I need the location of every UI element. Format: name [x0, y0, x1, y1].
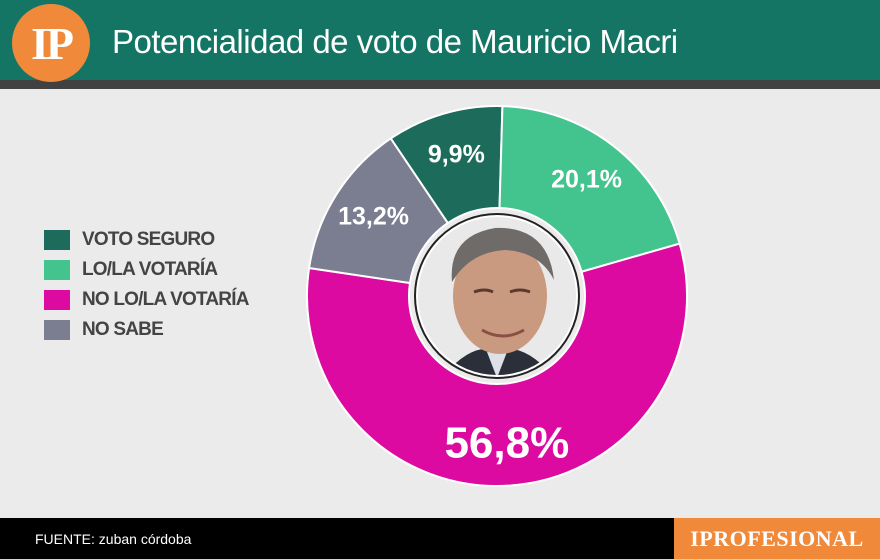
slice-label: 20,1%	[551, 165, 622, 193]
legend-swatch	[44, 290, 70, 310]
portrait-left-eye	[473, 288, 494, 294]
portrait-hair	[451, 227, 554, 282]
source-text: FUENTE: zuban córdoba	[35, 531, 192, 547]
legend-label: NO SABE	[82, 319, 164, 340]
header-divider	[0, 80, 880, 89]
legend-item: LO/LA VOTARÍA	[44, 255, 249, 285]
portrait-mouth	[481, 328, 525, 338]
legend-label: LO/LA VOTARÍA	[82, 259, 218, 280]
header-bar	[0, 0, 880, 80]
legend-item: NO SABE	[44, 315, 249, 345]
donut-slice	[498, 105, 681, 273]
brand-text: IPROFESIONAL	[690, 525, 864, 551]
donut-slice	[307, 137, 450, 285]
portrait-face	[453, 238, 547, 354]
donut-slice	[306, 242, 688, 487]
logo-text: IP	[31, 17, 74, 69]
portrait-shirt	[487, 352, 507, 375]
legend-item: NO LO/LA VOTARÍA	[44, 285, 249, 315]
legend-label: VOTO SEGURO	[82, 229, 215, 250]
slice-label: 13,2%	[338, 203, 409, 231]
legend-item: VOTO SEGURO	[44, 225, 249, 255]
logo-icon: IP	[12, 4, 90, 82]
legend: VOTO SEGURO LO/LA VOTARÍA NO LO/LA VOTAR…	[44, 225, 249, 345]
legend-swatch	[44, 230, 70, 250]
legend-label: NO LO/LA VOTARÍA	[82, 289, 249, 310]
brand-badge: IPROFESIONAL	[674, 518, 880, 559]
legend-swatch	[44, 260, 70, 280]
slice-label: 9,9%	[428, 140, 485, 168]
chart-title: Potencialidad de voto de Mauricio Macri	[112, 23, 678, 60]
slice-label: 56,8%	[444, 418, 569, 467]
center-portrait	[414, 213, 580, 379]
legend-swatch	[44, 320, 70, 340]
portrait-right-eye	[509, 288, 531, 294]
donut-slices	[306, 105, 688, 487]
slice-labels: 9,9% 20,1% 56,8% 13,2%	[338, 140, 622, 467]
